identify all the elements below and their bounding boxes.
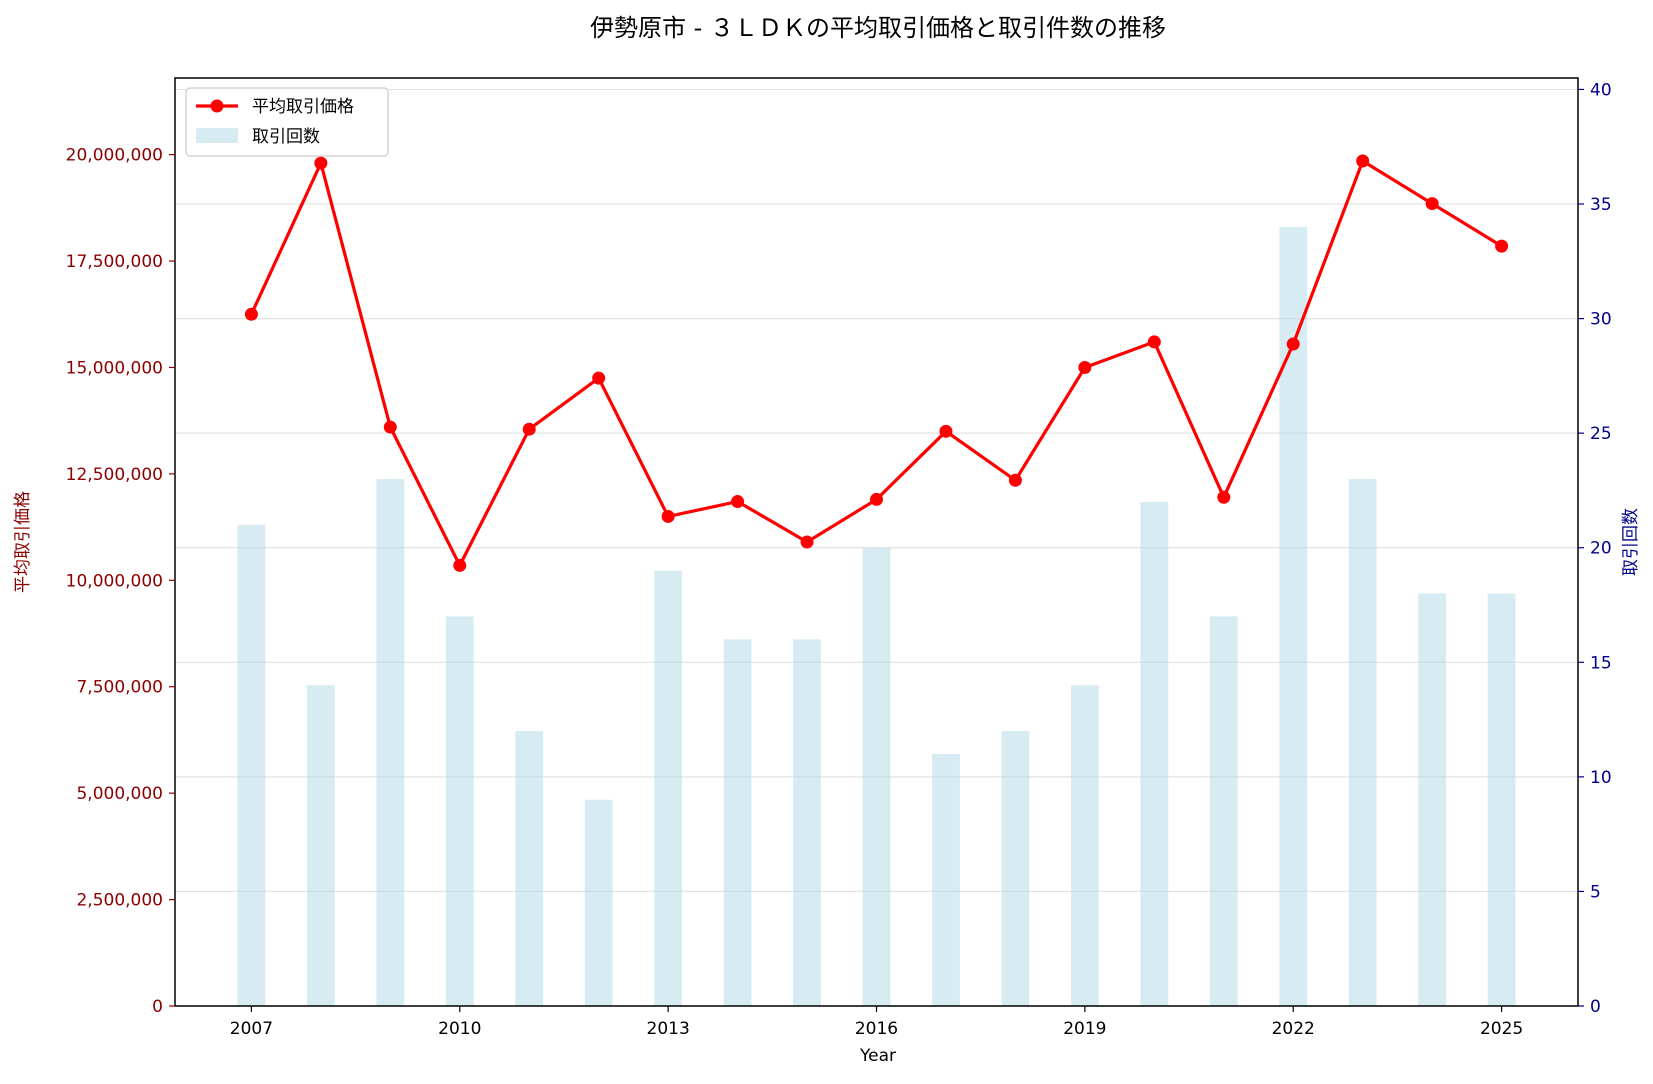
bar bbox=[1070, 685, 1099, 1006]
bar bbox=[793, 639, 821, 1006]
line-point bbox=[522, 422, 536, 436]
bar bbox=[1279, 226, 1308, 1006]
bar bbox=[1348, 478, 1377, 1006]
bar bbox=[1209, 616, 1238, 1006]
line-point bbox=[1217, 490, 1231, 504]
bar bbox=[1487, 593, 1516, 1006]
x-tick-label: 2016 bbox=[855, 1019, 898, 1039]
y-left-tick-label: 2,500,000 bbox=[76, 891, 163, 911]
y-right-tick-label: 10 bbox=[1590, 768, 1612, 788]
y-left-tick-label: 20,000,000 bbox=[66, 146, 163, 166]
bar bbox=[237, 524, 266, 1006]
x-axis: 2007 2010 2013 2016 2019 2022 2025 bbox=[230, 1006, 1523, 1039]
x-tick-label: 2010 bbox=[438, 1019, 481, 1039]
line-point bbox=[939, 424, 953, 438]
x-tick-label: 2013 bbox=[647, 1019, 690, 1039]
legend-marker bbox=[210, 99, 224, 113]
y-right-tick-label: 0 bbox=[1590, 997, 1601, 1017]
bar bbox=[1140, 501, 1169, 1006]
y-left-tick-label: 12,500,000 bbox=[66, 465, 163, 485]
y-right-tick-label: 25 bbox=[1590, 424, 1612, 444]
line-point bbox=[383, 420, 397, 434]
y-axis-left-label: 平均取引価格 bbox=[13, 491, 33, 593]
y-right-tick-label: 30 bbox=[1590, 310, 1612, 330]
line-point bbox=[1356, 154, 1370, 168]
y-left-tick-label: 10,000,000 bbox=[66, 571, 163, 591]
bar bbox=[1418, 593, 1447, 1006]
legend-label-line: 平均取引価格 bbox=[252, 97, 354, 117]
line-point bbox=[1078, 360, 1092, 374]
bar bbox=[862, 547, 891, 1006]
y-left-tick-label: 0 bbox=[152, 997, 163, 1017]
y-left-tick-label: 17,500,000 bbox=[66, 252, 163, 272]
line-point bbox=[1286, 337, 1300, 351]
legend-bar-swatch bbox=[196, 128, 238, 143]
x-tick-label: 2025 bbox=[1480, 1019, 1523, 1039]
chart-title: 伊勢原市 - ３ＬＤＫの平均取引価格と取引件数の推移 bbox=[590, 14, 1166, 42]
bar bbox=[723, 639, 752, 1006]
line-point bbox=[453, 558, 467, 572]
y-axis-right: 0 5 10 15 20 25 30 35 40 bbox=[1578, 80, 1612, 1017]
bar bbox=[932, 753, 960, 1006]
y-right-tick-label: 20 bbox=[1590, 539, 1612, 559]
line-point bbox=[1147, 335, 1161, 349]
line-point bbox=[731, 495, 745, 509]
bar bbox=[584, 799, 613, 1006]
y-left-tick-label: 15,000,000 bbox=[66, 358, 163, 378]
bar bbox=[1001, 731, 1030, 1006]
bar bbox=[376, 478, 405, 1006]
line-point bbox=[661, 509, 675, 523]
y-left-tick-label: 5,000,000 bbox=[76, 784, 163, 804]
y-right-tick-label: 40 bbox=[1590, 80, 1612, 100]
bar bbox=[306, 685, 335, 1006]
y-right-tick-label: 15 bbox=[1590, 653, 1612, 673]
y-right-tick-label: 5 bbox=[1590, 882, 1601, 902]
x-axis-label: Year bbox=[859, 1046, 896, 1066]
x-tick-label: 2022 bbox=[1272, 1019, 1315, 1039]
line-series bbox=[244, 154, 1509, 572]
bar bbox=[654, 570, 683, 1006]
legend-label-bar: 取引回数 bbox=[252, 127, 320, 147]
y-left-tick-label: 7,500,000 bbox=[76, 678, 163, 698]
line-point bbox=[314, 156, 328, 170]
bar-series bbox=[237, 226, 1516, 1006]
y-right-tick-label: 35 bbox=[1590, 195, 1612, 215]
line-point bbox=[1008, 473, 1022, 487]
bar bbox=[445, 616, 474, 1006]
x-tick-label: 2007 bbox=[230, 1019, 273, 1039]
line-point bbox=[592, 371, 606, 385]
y-axis-left: 0 2,500,000 5,000,000 7,500,000 10,000,000 12… bbox=[66, 146, 175, 1017]
y-axis-right-label: 取引回数 bbox=[1621, 508, 1641, 576]
line-point bbox=[870, 492, 883, 506]
x-tick-label: 2019 bbox=[1063, 1019, 1106, 1039]
line-point bbox=[1495, 239, 1509, 253]
line-point bbox=[800, 535, 814, 549]
bar bbox=[515, 731, 544, 1006]
line-point bbox=[1425, 197, 1439, 211]
line-point bbox=[244, 307, 258, 321]
